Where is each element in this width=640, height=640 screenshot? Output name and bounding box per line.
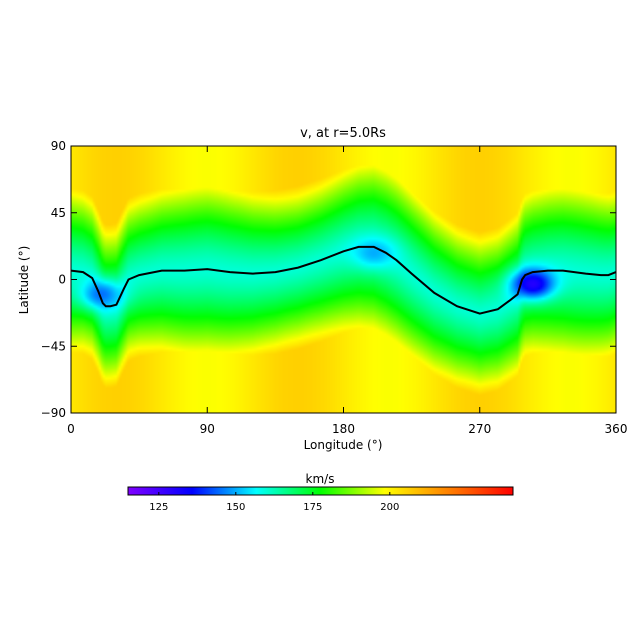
speed-heatmap [71,146,616,413]
current-sheet-line [71,245,616,315]
y-axis-label: Latitude (°) [17,246,31,315]
x-tick-label: 360 [605,422,628,436]
colorbar-label: km/s [306,472,335,486]
y-tick-label: −90 [41,406,66,420]
x-tick-label: 0 [67,422,75,436]
chart-title: v, at r=5.0Rs [300,126,386,141]
colorbar [127,486,514,496]
colorbar-tick-label: 150 [226,502,245,513]
y-axis-ticks: −90 −45 0 45 90 [41,139,616,420]
y-tick-label: −45 [41,339,66,353]
x-tick-label: 90 [200,422,215,436]
colorbar-tick-label: 125 [149,502,168,513]
colorbar-tick-label: 200 [380,502,399,513]
x-tick-label: 270 [468,422,491,436]
y-tick-label: 90 [51,139,66,153]
x-axis-label: Longitude (°) [304,438,383,452]
y-tick-label: 45 [51,206,66,220]
x-axis-ticks: 0 90 180 270 360 [67,146,627,436]
y-tick-label: 0 [58,273,66,287]
x-tick-label: 180 [332,422,355,436]
colorbar-ticks: 125 150 175 200 [149,492,399,513]
colorbar-tick-label: 175 [303,502,322,513]
